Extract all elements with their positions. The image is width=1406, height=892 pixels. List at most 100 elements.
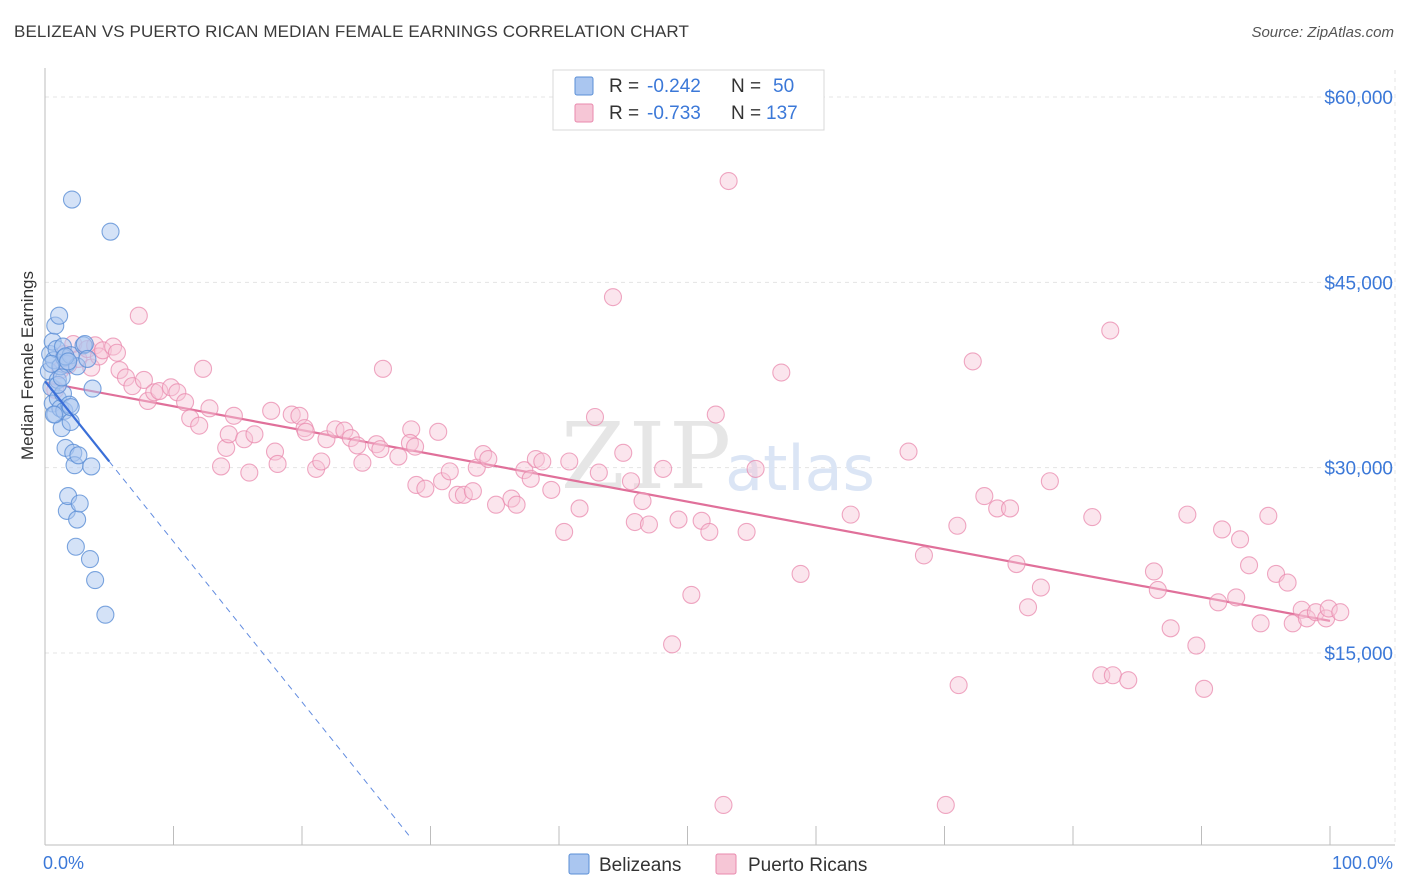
point-puerto-ricans-41: [296, 422, 315, 441]
x-tick-label-0: 0.0%: [43, 853, 84, 873]
point-puerto-ricans-52: [373, 359, 393, 378]
point-puerto-ricans-89: [669, 510, 688, 529]
axes: [44, 68, 1395, 846]
point-puerto-ricans-15: [123, 377, 142, 396]
y-tick-label-1: $30,000: [1324, 459, 1393, 480]
point-puerto-ricans-16: [129, 306, 148, 325]
point-belizeans-49: [61, 398, 80, 417]
point-belizeans-37: [80, 550, 100, 569]
trend-belizeans: [44, 380, 111, 463]
point-puerto-ricans-118: [1148, 580, 1167, 600]
point-puerto-ricans-109: [1018, 598, 1038, 617]
point-puerto-ricans-74: [533, 452, 552, 471]
point-belizeans-42: [101, 222, 120, 241]
bottom-legend-label-puerto-ricans: Puerto Ricans: [748, 855, 867, 876]
point-puerto-ricans-63: [454, 485, 473, 504]
point-puerto-ricans-75: [542, 480, 561, 499]
point-puerto-ricans-38: [282, 405, 301, 424]
watermark: ZIP atlas: [561, 403, 875, 510]
bottom-legend-swatch-puerto-ricans: [715, 853, 737, 875]
point-puerto-ricans-102: [948, 516, 967, 535]
point-puerto-ricans-97: [772, 363, 791, 382]
point-puerto-ricans-47: [341, 428, 360, 448]
legend-n-label-0: N =: [731, 76, 761, 97]
point-puerto-ricans-51: [371, 440, 390, 459]
point-puerto-ricans-30: [219, 425, 238, 444]
watermark-atlas: atlas: [725, 432, 875, 505]
point-belizeans-35: [75, 335, 94, 354]
point-puerto-ricans-106: [988, 499, 1007, 518]
point-puerto-ricans-116: [1119, 671, 1138, 690]
point-puerto-ricans-93: [706, 405, 725, 424]
y-tick-label-0: $15,000: [1324, 644, 1393, 665]
point-puerto-ricans-13: [110, 361, 129, 380]
point-puerto-ricans-25: [190, 416, 209, 435]
bottom-legend: Belizeans Puerto Ricans: [568, 853, 867, 876]
legend-box: R = -0.242 N = 50 R = -0.733 N = 137: [552, 69, 825, 131]
point-puerto-ricans-99: [841, 505, 860, 524]
point-puerto-ricans-27: [200, 399, 219, 418]
point-puerto-ricans-82: [614, 443, 633, 462]
point-puerto-ricans-22: [168, 383, 187, 402]
point-belizeans-36: [78, 349, 97, 368]
point-puerto-ricans-131: [1278, 573, 1297, 592]
point-puerto-ricans-81: [603, 288, 623, 307]
point-puerto-ricans-57: [407, 475, 426, 495]
y-tick-label-3: $60,000: [1324, 88, 1393, 109]
point-belizeans-26: [62, 190, 82, 209]
point-puerto-ricans-98: [791, 564, 810, 583]
point-puerto-ricans-103: [949, 676, 968, 695]
point-puerto-ricans-58: [416, 479, 435, 498]
point-puerto-ricans-61: [440, 462, 459, 481]
point-puerto-ricans-111: [1040, 472, 1059, 491]
point-puerto-ricans-124: [1213, 520, 1232, 539]
point-puerto-ricans-120: [1178, 505, 1197, 524]
point-puerto-ricans-12: [107, 343, 127, 362]
watermark-zip: ZIP: [561, 403, 735, 510]
point-puerto-ricans-33: [240, 463, 259, 482]
point-puerto-ricans-48: [348, 436, 367, 455]
point-puerto-ricans-104: [963, 352, 982, 371]
point-puerto-ricans-126: [1231, 530, 1250, 549]
point-puerto-ricans-134: [1297, 609, 1316, 628]
legend-swatch-puerto-ricans: [574, 103, 594, 123]
point-puerto-ricans-114: [1101, 321, 1120, 340]
point-belizeans-43: [44, 405, 64, 424]
point-puerto-ricans-31: [224, 406, 243, 425]
point-puerto-ricans-49: [353, 453, 372, 472]
point-puerto-ricans-129: [1259, 506, 1278, 525]
point-belizeans-11: [50, 306, 69, 325]
point-puerto-ricans-85: [633, 491, 652, 511]
point-puerto-ricans-139: [714, 795, 733, 815]
legend-n-label-1: N =: [731, 103, 761, 124]
bottom-legend-swatch-belizeans: [568, 853, 590, 875]
point-puerto-ricans-95: [737, 522, 756, 541]
series-puerto-ricans: [46, 171, 1350, 815]
point-puerto-ricans-17: [134, 370, 153, 389]
point-puerto-ricans-35: [262, 401, 281, 420]
legend-r-value-0: -0.242: [647, 76, 701, 97]
point-puerto-ricans-94: [719, 171, 738, 191]
point-belizeans-48: [59, 352, 78, 371]
point-belizeans-40: [86, 571, 105, 590]
point-puerto-ricans-90: [682, 585, 701, 604]
point-puerto-ricans-23: [176, 393, 195, 412]
tick-labels: $15,000 $30,000 $45,000 $60,000 0.0% 100.0%: [43, 88, 1393, 873]
point-puerto-ricans-115: [1103, 666, 1122, 685]
point-puerto-ricans-121: [1187, 636, 1206, 655]
point-puerto-ricans-137: [1319, 599, 1338, 618]
point-puerto-ricans-77: [560, 452, 579, 471]
point-puerto-ricans-56: [406, 437, 425, 456]
point-puerto-ricans-84: [625, 512, 644, 532]
y-tick-label-2: $45,000: [1324, 273, 1393, 294]
point-puerto-ricans-34: [245, 425, 264, 444]
point-puerto-ricans-10: [93, 341, 112, 360]
point-puerto-ricans-32: [235, 430, 254, 449]
legend-r-value-1: -0.733: [647, 103, 701, 124]
point-belizeans-38: [82, 457, 101, 476]
point-puerto-ricans-87: [654, 459, 673, 478]
source-label: Source: ZipAtlas.com: [1251, 24, 1394, 41]
point-puerto-ricans-67: [479, 449, 498, 469]
point-puerto-ricans-43: [312, 452, 331, 471]
point-belizeans-33: [70, 494, 89, 513]
